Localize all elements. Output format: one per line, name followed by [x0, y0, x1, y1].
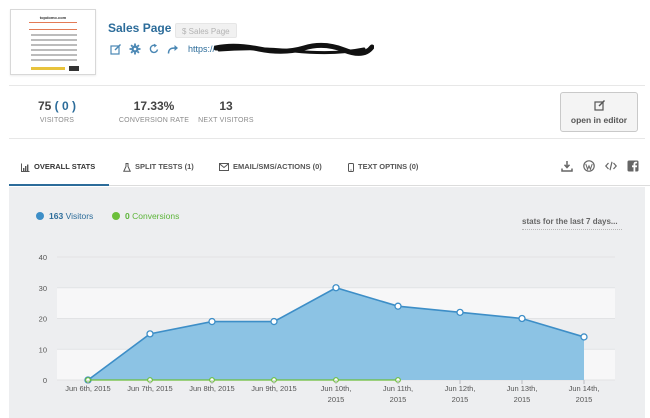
- conversion-rate-stat: 17.33% CONVERSION RATE: [107, 99, 201, 124]
- x-tick-label: Jun 14th, 2015: [569, 384, 600, 404]
- settings-gear-icon[interactable]: [129, 43, 141, 55]
- visitors-point: [208, 317, 216, 326]
- open-in-editor-button[interactable]: open in editor: [560, 92, 638, 132]
- x-tick-label: Jun 13th, 2015: [507, 384, 538, 404]
- flask-icon: [123, 162, 131, 172]
- refresh-icon[interactable]: [148, 43, 160, 55]
- visitors-stat: 75 ( 0 ) VISITORS: [29, 99, 85, 124]
- page-title[interactable]: Sales Page: [108, 21, 172, 35]
- download-icon[interactable]: [561, 160, 573, 172]
- bar-chart-icon: [21, 163, 30, 172]
- y-tick-label: 20: [39, 315, 47, 324]
- visitors-area-fill: [88, 287, 584, 380]
- x-tick-label: Jun 12th, 2015: [445, 384, 476, 404]
- y-tick-label: 30: [39, 284, 47, 293]
- tab-overall-stats[interactable]: OVERALL STATS: [9, 148, 109, 186]
- x-tick-label: Jun 9th, 2015: [251, 384, 296, 393]
- y-tick-label: 0: [43, 376, 47, 385]
- visitors-extra: ( 0 ): [54, 99, 77, 113]
- tab-split-tests[interactable]: SPLIT TESTS (1): [123, 148, 194, 186]
- conversion-rate-label: CONVERSION RATE: [118, 117, 190, 124]
- stats-summary: 75 ( 0 ) VISITORS 17.33% CONVERSION RATE…: [9, 85, 645, 139]
- legend-visitors-label: Visitors: [65, 211, 94, 221]
- y-tick-label: 40: [39, 253, 47, 262]
- thumbnail-body-lines: [31, 34, 77, 64]
- x-tick-label: Jun 10th, 2015: [321, 384, 352, 404]
- conversions-dot-icon: [112, 212, 120, 220]
- legend-conversions-label: Conversions: [132, 211, 180, 221]
- open-in-editor-label: open in editor: [570, 115, 628, 125]
- visitors-dot-icon: [36, 212, 44, 220]
- x-tick-label: Jun 11th, 2015: [383, 384, 413, 404]
- legend-visitors-count: 163: [49, 211, 64, 221]
- legend-visitors[interactable]: 163 Visitors: [36, 211, 93, 223]
- visitors-value: 75 ( 0 ): [37, 99, 77, 113]
- visitors-point: [270, 317, 278, 326]
- visitors-label: VISITORS: [39, 117, 75, 124]
- visitors-point: [518, 314, 526, 323]
- visitors-point: [332, 284, 340, 292]
- next-visitors-label: NEXT VISITORS: [198, 117, 254, 124]
- page-thumbnail[interactable]: topdomo.com: [10, 9, 96, 75]
- x-tick-label: Jun 6th, 2015: [65, 384, 110, 393]
- edit-icon[interactable]: [110, 43, 122, 55]
- tab-email-sms-actions[interactable]: EMAIL/SMS/ACTIONS (0): [219, 148, 322, 186]
- edit-icon: [594, 100, 605, 111]
- visitors-point: [146, 330, 154, 338]
- thumbnail-caption-bar: [31, 67, 65, 70]
- redaction-scribble: [214, 42, 374, 56]
- wordpress-icon[interactable]: [583, 160, 595, 172]
- envelope-icon: [219, 163, 229, 172]
- legend-conversions-count: 0: [125, 211, 130, 221]
- legend-conversions[interactable]: 0 Conversions: [112, 211, 179, 223]
- next-visitors-stat: 13 NEXT VISITORS: [195, 99, 257, 124]
- page-url-link[interactable]: https://: [188, 44, 216, 54]
- date-range-underline: [522, 229, 622, 230]
- share-icon[interactable]: [167, 43, 179, 55]
- visitors-point: [394, 302, 402, 310]
- thumbnail-headline-decoration: [29, 22, 77, 30]
- y-tick-label: 10: [39, 345, 47, 354]
- visitors-point: [580, 333, 588, 341]
- x-tick-label: Jun 7th, 2015: [127, 384, 172, 393]
- code-icon[interactable]: [605, 160, 617, 172]
- next-visitors-value: 13: [219, 99, 233, 113]
- conversion-rate-value: 17.33%: [133, 99, 175, 113]
- visitors-point: [456, 308, 464, 317]
- mobile-icon: [348, 162, 354, 172]
- thumbnail-button: [69, 66, 79, 71]
- page-header: topdomo.com Sales Page $ Sales Page http…: [0, 0, 650, 84]
- tab-text-optins[interactable]: TEXT OPTINS (0): [348, 148, 418, 186]
- x-tick-label: Jun 8th, 2015: [189, 384, 234, 393]
- facebook-icon[interactable]: [627, 160, 639, 172]
- page-type-badge: $ Sales Page: [175, 23, 237, 38]
- stats-tabs: OVERALL STATS SPLIT TESTS (1) EMAIL/SMS/…: [9, 148, 650, 186]
- thumbnail-brand: topdomo.com: [39, 15, 67, 20]
- date-range-text[interactable]: stats for the last 7 days...: [522, 217, 618, 226]
